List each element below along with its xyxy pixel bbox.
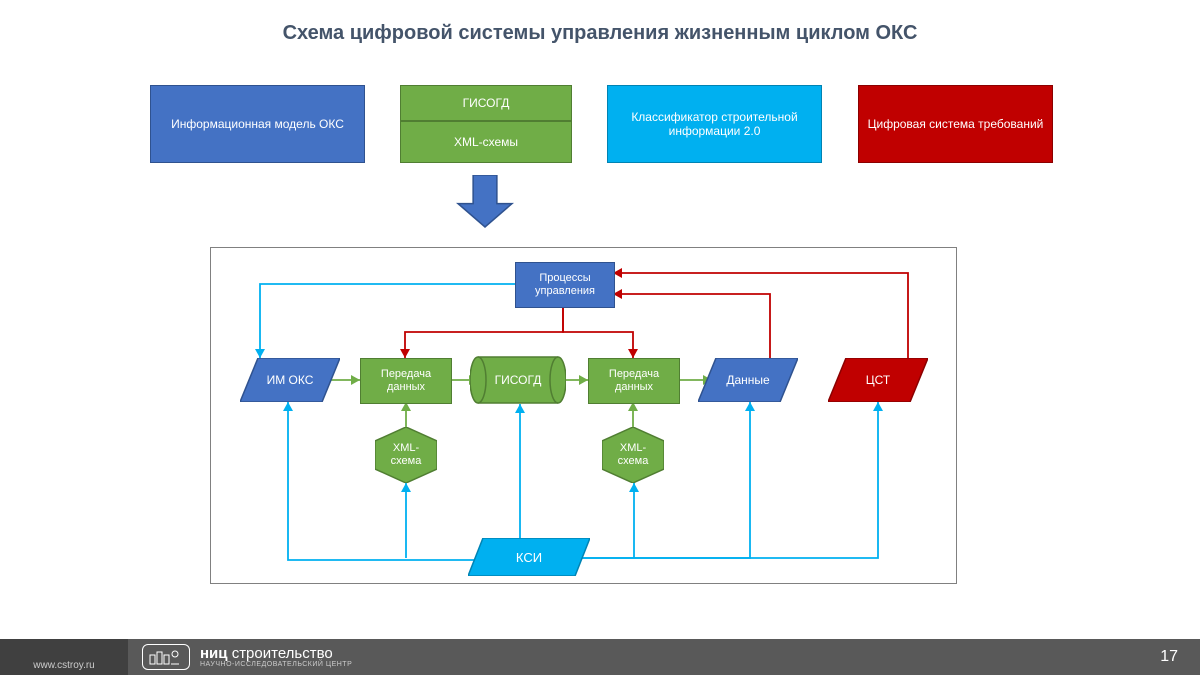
top-box-gisogd-top: ГИСОГД [400,85,572,121]
node-imoks: ИМ ОКС [240,358,340,402]
top-box-info-model: Информационная модель ОКС [150,85,365,163]
footer-url: www.cstroy.ru [0,639,128,675]
top-box-xml-schemes: XML-схемы [400,121,572,163]
top-box-digital-system: Цифровая система требований [858,85,1053,163]
slide: Схема цифровой системы управления жизнен… [0,0,1200,675]
node-data: Данные [698,358,798,402]
down-arrow-icon [449,175,521,231]
footer-main: ниц строительство научно-исследовательск… [128,639,1200,675]
node-gisogd: ГИСОГД [470,356,566,404]
node-xfer2: Передача данных [588,358,680,404]
node-ksi: КСИ [468,538,590,576]
node-cst: ЦСТ [828,358,928,402]
top-box-classifier: Классификатор строительной информации 2.… [607,85,822,163]
hex-xml2: XML-схема [602,427,664,483]
hex-xml1: XML-схема [375,427,437,483]
footer-bar: www.cstroy.ru ниц строительство научно-и… [0,639,1200,675]
node-xfer1: Передача данных [360,358,452,404]
logo-icon [142,644,190,670]
process-box: Процессы управления [515,262,615,308]
slide-title: Схема цифровой системы управления жизнен… [0,22,1200,45]
page-number: 17 [1160,648,1178,666]
